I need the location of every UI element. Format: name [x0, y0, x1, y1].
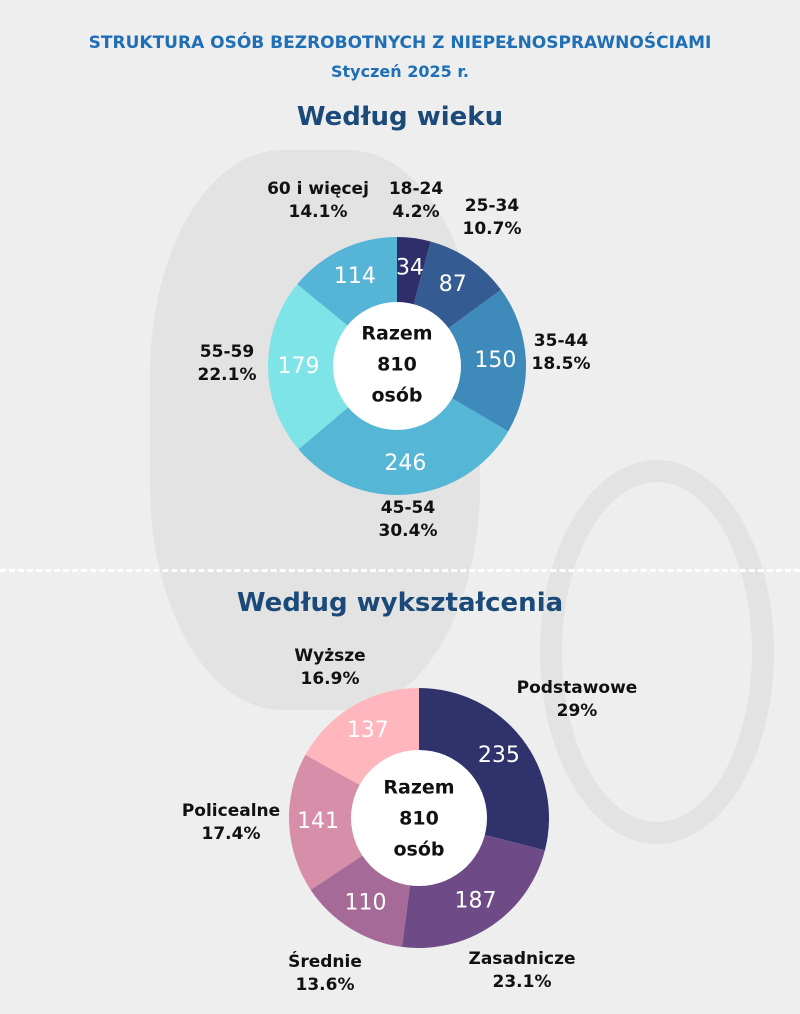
donut-hole — [351, 750, 487, 886]
slice-label: 25-34 10.7% — [462, 196, 522, 239]
slice-label: Wyższe 16.9% — [294, 646, 366, 689]
slice-label: Średnie 13.6% — [288, 952, 362, 995]
slice-value-label: 179 — [278, 354, 320, 379]
page-title: STRUKTURA OSÓB BEZROBOTNYCH Z NIEPEŁNOSP… — [88, 33, 712, 53]
donut-slice-45-54 — [298, 366, 509, 496]
slice-label: Podstawowe 29% — [516, 678, 638, 721]
donut-slice-55-59 — [268, 284, 397, 450]
donut-center-total: Razem 810 osób — [361, 322, 433, 407]
donut-slice-35-44 — [397, 289, 526, 432]
slice-value-label: 187 — [454, 889, 496, 914]
slice-value-label: 150 — [474, 348, 516, 373]
slice-label: 35-44 18.5% — [531, 331, 591, 374]
slice-value-label: 137 — [347, 718, 389, 743]
chart-title-age: Według wieku — [296, 102, 504, 132]
slice-value-label: 110 — [344, 891, 386, 916]
slice-value-label: 235 — [478, 743, 520, 768]
slice-value-label: 34 — [396, 255, 424, 280]
slice-label: Zasadnicze 23.1% — [468, 949, 576, 992]
donut-hole — [333, 302, 461, 430]
page-subtitle: Styczeń 2025 r. — [331, 62, 469, 81]
donut-center-total: Razem 810 osób — [383, 776, 455, 861]
divider — [0, 569, 800, 572]
slice-label: 55-59 22.1% — [197, 342, 257, 385]
chart-title-education: Według wykształcenia — [236, 588, 564, 618]
slice-label: 45-54 30.4% — [378, 498, 438, 541]
slice-value-label: 114 — [334, 264, 376, 289]
slice-label: 60 i więcej 14.1% — [267, 179, 369, 222]
slice-label: 18-24 4.2% — [388, 179, 444, 222]
slice-value-label: 87 — [439, 272, 467, 297]
slice-value-label: 141 — [297, 809, 339, 834]
slice-value-label: 246 — [384, 451, 426, 476]
slice-label: Policealne 17.4% — [181, 801, 281, 844]
